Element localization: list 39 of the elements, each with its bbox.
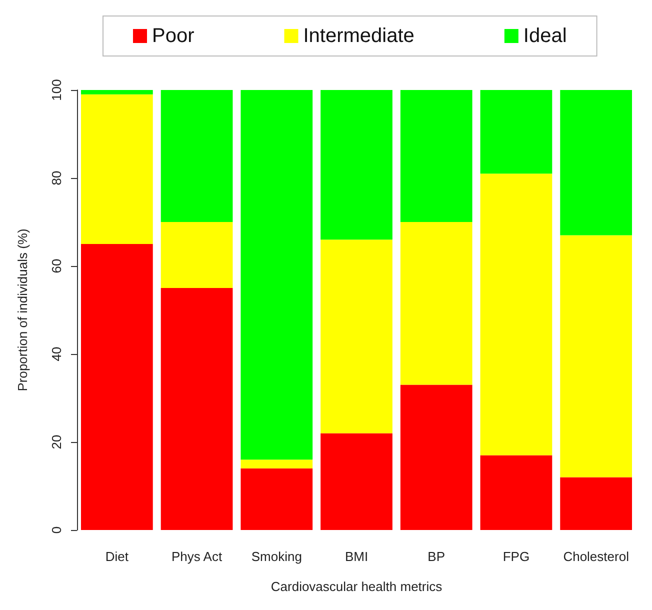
bar: [480, 90, 552, 174]
bar: [160, 90, 233, 222]
y-tick-label: 0: [49, 526, 64, 534]
bar: [320, 90, 392, 240]
bar: [560, 235, 632, 478]
bar: [240, 468, 313, 530]
bar: [560, 90, 632, 236]
legend-label: Intermediate: [303, 25, 414, 47]
y-axis-title: Proportion of individuals (%): [15, 228, 30, 392]
bar: [240, 90, 313, 460]
x-tick-label: Cholesterol: [563, 549, 630, 564]
bar: [560, 477, 632, 530]
x-tick-label: BMI: [344, 549, 368, 564]
x-tick-label: BP: [428, 549, 446, 564]
x-tick-label: FPG: [502, 549, 530, 564]
bar: [480, 455, 552, 530]
x-axis-title: Cardiovascular health metrics: [270, 579, 443, 594]
bar: [320, 433, 392, 530]
y-tick-label: 20: [49, 434, 64, 450]
bar: [400, 384, 472, 530]
bar: [80, 94, 153, 244]
bar: [80, 90, 153, 94]
bar: [400, 222, 472, 385]
bar: [400, 90, 472, 222]
bar: [160, 222, 233, 288]
y-tick-label: 40: [49, 346, 64, 362]
bar: [240, 460, 313, 468]
bar: [480, 174, 552, 456]
x-tick-label: Diet: [105, 549, 129, 564]
legend-label: Poor: [152, 25, 195, 47]
x-tick-label: Phys Act: [171, 549, 222, 564]
bar: [320, 240, 392, 434]
bar: [160, 288, 233, 530]
legend-label: Ideal: [523, 25, 567, 47]
y-tick-label: 80: [49, 170, 64, 186]
bar: [80, 244, 153, 530]
x-tick-label: Smoking: [251, 549, 302, 564]
y-tick-label: 100: [49, 79, 64, 101]
y-tick-label: 60: [49, 258, 64, 274]
